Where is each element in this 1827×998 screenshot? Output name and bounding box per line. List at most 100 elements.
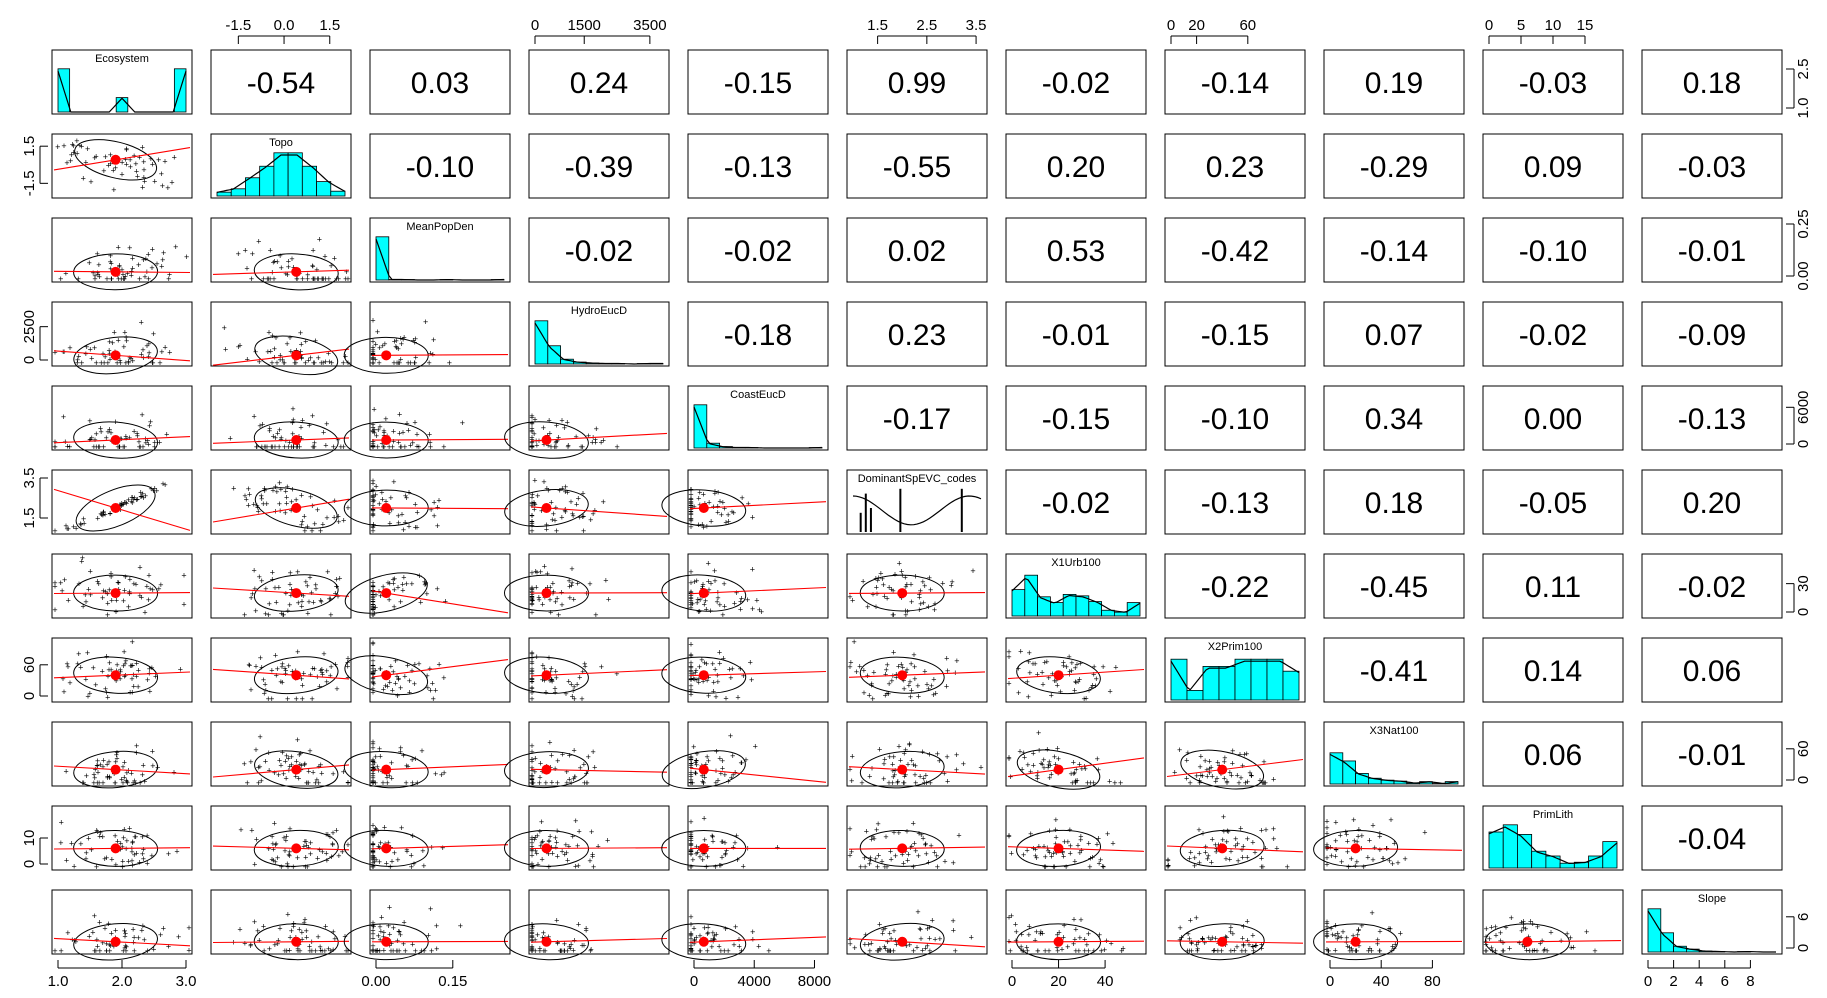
scatter-point: + — [1244, 749, 1249, 759]
panel-border — [369, 217, 511, 283]
mean-point — [1053, 936, 1064, 947]
scatter-point: + — [580, 667, 585, 677]
scatter-point: + — [884, 665, 889, 675]
scatter-point: + — [719, 837, 724, 847]
scatter-point: + — [116, 242, 121, 252]
variable-name: X2Prim100 — [1208, 641, 1262, 653]
scatter-point: + — [380, 341, 385, 351]
scatter-point: + — [405, 762, 410, 772]
correlation-ellipse — [74, 139, 158, 181]
scatter-point: + — [392, 848, 397, 858]
scatter-point: + — [574, 500, 579, 510]
scatter-point: + — [152, 438, 157, 448]
scatter-point: + — [290, 418, 295, 428]
scatter-point: + — [775, 842, 780, 852]
scatter-point: + — [911, 862, 916, 872]
scatter-point: + — [321, 427, 326, 437]
scatter-point: + — [320, 519, 325, 529]
scatter-point: + — [299, 491, 304, 501]
scatter-point: + — [308, 849, 313, 859]
scatter-point: + — [247, 489, 252, 499]
scatter-point: + — [1031, 749, 1036, 759]
scatter-point: + — [746, 499, 751, 509]
scatter-point: + — [1263, 825, 1268, 835]
panel-Topo-X2Prim100: 0.23 — [1164, 133, 1306, 199]
scatter-point: + — [582, 659, 587, 669]
scatter-point: + — [114, 358, 119, 368]
scatter-point: + — [236, 249, 241, 259]
correlation-label: -0.01 — [1678, 739, 1746, 772]
scatter-point: + — [186, 945, 191, 955]
scatter-point: + — [262, 483, 267, 493]
scatter-point: + — [140, 442, 145, 452]
scatter-point: + — [529, 583, 534, 593]
scatter-point: + — [573, 862, 578, 872]
loess-smoother — [371, 507, 509, 510]
correlation-label: -0.13 — [724, 151, 792, 184]
scatter-point: + — [900, 663, 905, 673]
scatter-point: + — [298, 328, 303, 338]
scatter-point: + — [543, 688, 548, 698]
scatter-point: + — [305, 522, 310, 532]
scatter-point: + — [330, 840, 335, 850]
scatter-point: + — [266, 694, 271, 704]
scatter-point: + — [119, 434, 124, 444]
scatter-point: + — [326, 274, 331, 284]
scatter-point: + — [969, 933, 974, 943]
scatter-point: + — [1055, 680, 1060, 690]
scatter-point: + — [370, 684, 375, 694]
scatter-point: + — [252, 917, 257, 927]
scatter-point: + — [107, 773, 112, 783]
scatter-point: + — [278, 351, 283, 361]
scatter-point: + — [370, 739, 375, 749]
panel-border — [846, 49, 988, 115]
scatter-point: + — [1055, 743, 1060, 753]
scatter-point: + — [104, 274, 109, 284]
scatter-point: + — [289, 497, 294, 507]
correlation-label: -0.02 — [724, 235, 792, 268]
scatter-point: + — [896, 828, 901, 838]
correlation-label: -0.02 — [1042, 67, 1110, 100]
scatter-point: + — [253, 606, 258, 616]
panel-Topo-X3Nat100: -0.29 — [1323, 133, 1465, 199]
scatter-point: + — [248, 685, 253, 695]
scatter-point: + — [396, 518, 401, 528]
scatter-point: + — [334, 581, 339, 591]
scatter-point: + — [370, 605, 375, 615]
scatter-point: + — [871, 667, 876, 677]
scatter-point: + — [133, 832, 138, 842]
right-axis-Slope: 60 — [1786, 913, 1812, 952]
scatter-point: + — [847, 939, 852, 949]
scatter-point: + — [403, 491, 408, 501]
scatter-point: + — [437, 659, 442, 669]
right-axis-Ecosystem: 2.51.0 — [1786, 59, 1812, 118]
scatter-point: + — [1112, 778, 1117, 788]
scatter-point: + — [122, 931, 127, 941]
scatter-point: + — [118, 500, 123, 510]
scatter-point: + — [242, 759, 247, 769]
scatter-point: + — [428, 685, 433, 695]
loess-smoother — [848, 766, 986, 775]
scatter-point: + — [83, 597, 88, 607]
scatter-point: + — [549, 663, 554, 673]
scatter-point: + — [370, 578, 375, 588]
scatter-point: + — [555, 939, 560, 949]
scatter-point: + — [391, 358, 396, 368]
scatter-point: + — [269, 854, 274, 864]
scatter-point: + — [275, 853, 280, 863]
scatter-point: + — [295, 442, 300, 452]
scatter-point: + — [899, 660, 904, 670]
correlation-label: -0.41 — [1360, 655, 1428, 688]
loess-smoother — [371, 438, 509, 441]
correlation-ellipse — [503, 829, 589, 867]
axis-tick-label: 60 — [21, 656, 38, 673]
scatter-point: + — [304, 778, 309, 788]
scatter-point: + — [1188, 916, 1193, 926]
scatter-point: + — [688, 498, 693, 508]
scatter-point: + — [732, 838, 737, 848]
scatter-point: + — [1035, 670, 1040, 680]
scatter-point: + — [1260, 778, 1265, 788]
scatter-point: + — [336, 851, 341, 861]
scatter-point: + — [184, 252, 189, 262]
scatter-point: + — [694, 749, 699, 759]
